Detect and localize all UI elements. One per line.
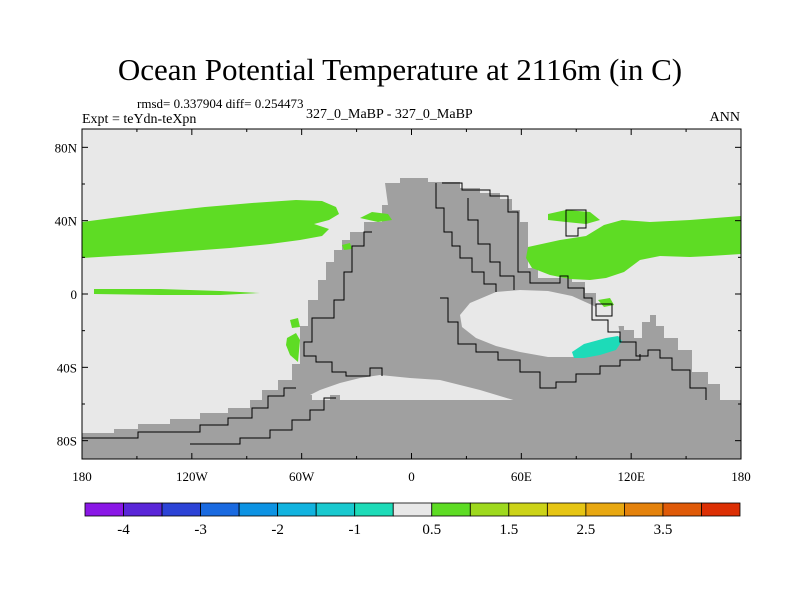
x-tick-label: 120E [617,469,645,484]
coastline-small [595,303,613,317]
colorbar-label: -2 [271,522,284,538]
anomaly-west-coast [286,333,300,362]
y-tick-label: 0 [71,287,78,302]
colorbar-swatch [315,502,356,517]
x-tick-label: 180 [72,469,92,484]
colorbar-label: 1.5 [499,522,518,538]
anomaly-cool-patch [572,336,622,358]
y-tick-label: 40N [55,214,78,229]
x-tick-label: 180 [731,469,751,484]
colorbar-label: -3 [194,522,207,538]
colorbar-swatch [701,502,741,517]
colorbar-label: -4 [117,522,130,538]
colorbar-label: 0.5 [422,522,441,538]
coastline-inner-2 [467,198,515,290]
colorbar-swatch [508,502,548,517]
anomaly-small-north [360,212,392,222]
colorbar-swatch [546,502,587,517]
colorbar-swatch [84,502,124,517]
experiment-label: Expt = teYdn-teXpn [82,112,197,127]
colorbar-label: -1 [348,522,361,538]
anomaly-dot-west [342,243,352,250]
colorbar-swatch [277,502,317,517]
colorbar-swatch [354,502,394,517]
colorbar-swatch [161,502,201,517]
colorbar [84,502,741,517]
coastline-west [303,231,383,377]
land-antarctica [82,380,741,459]
coastline-inner [435,183,497,292]
colorbar-swatch [123,502,163,517]
colorbar-swatch [624,502,664,517]
x-tick-label: 0 [408,469,415,484]
colorbar-swatch [392,502,433,517]
colorbar-label: 3.5 [654,522,673,538]
colorbar-swatch [662,502,702,517]
y-tick-labels: 80N 40N 0 40S 80S [55,140,78,448]
coastline-block [565,209,587,237]
anomaly-east-north [548,210,600,224]
case-label: 327_0_MaBP - 327_0_MaBP [306,107,473,122]
anomaly-west-dot [290,318,300,328]
colorbar-swatch [200,502,240,517]
x-tick-label: 120W [176,469,209,484]
x-tick-label: 60W [289,469,315,484]
x-tick-label: 60E [511,469,532,484]
tethys-ocean [460,290,620,357]
colorbar-swatch [469,502,510,517]
coastline-east [442,182,707,400]
y-tick-label: 80N [55,140,78,155]
colorbar-label: 2.5 [577,522,596,538]
coastline-antarctic [82,387,296,439]
colorbar-labels: -4 -3 -2 -1 0.5 1.5 2.5 3.5 [117,522,672,538]
colorbar-swatch [238,502,279,517]
anomaly-east-tethys [526,216,741,280]
anomaly-north-pacific [82,200,339,258]
y-tick-label: 80S [57,434,77,449]
season-label: ANN [709,110,740,125]
anomaly-east-dot [598,298,614,307]
colorbar-swatch [585,502,625,517]
colorbar-swatch [431,502,471,517]
axis-ticks [81,129,742,459]
coastline-tethys-rim [440,297,641,389]
stats-text: rmsd= 0.337904 diff= 0.254473 [137,96,304,111]
anomaly-pacific-sliver [94,289,260,295]
chart-title: Ocean Potential Temperature at 2116m (in… [117,52,683,87]
y-tick-label: 40S [57,360,77,375]
coastline-antarctic-2 [190,397,336,445]
x-tick-labels: 180 120W 60W 0 60E 120E 180 [72,469,751,484]
